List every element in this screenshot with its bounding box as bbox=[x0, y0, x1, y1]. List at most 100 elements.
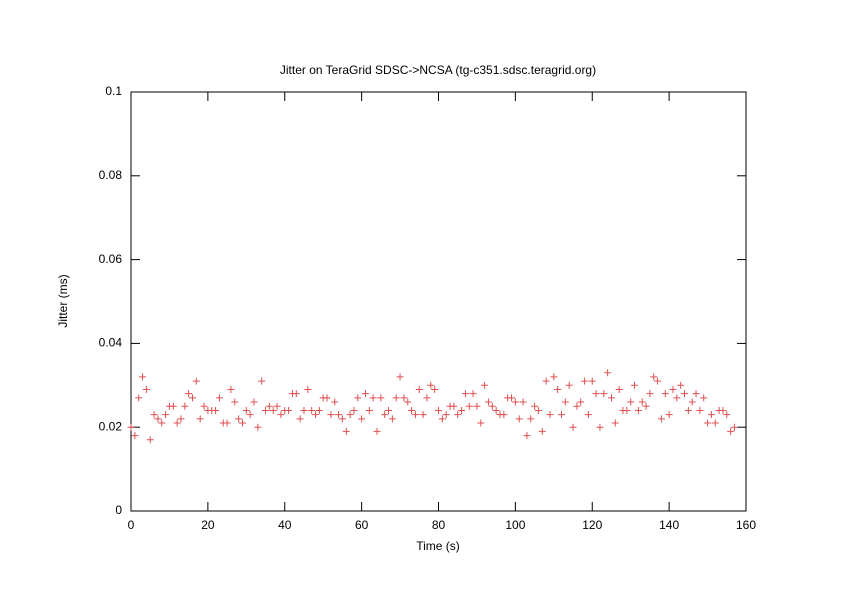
y-tick-label: 0.1 bbox=[105, 84, 122, 98]
point bbox=[265, 402, 273, 410]
point bbox=[661, 390, 669, 398]
point bbox=[688, 398, 696, 406]
point bbox=[162, 411, 170, 419]
point bbox=[392, 394, 400, 402]
point bbox=[331, 398, 339, 406]
point bbox=[515, 415, 523, 423]
point bbox=[169, 402, 177, 410]
point bbox=[677, 381, 685, 389]
point bbox=[361, 390, 369, 398]
point bbox=[158, 419, 166, 427]
point bbox=[577, 398, 585, 406]
point bbox=[638, 398, 646, 406]
point bbox=[477, 419, 485, 427]
point bbox=[335, 411, 343, 419]
point bbox=[488, 402, 496, 410]
x-tick-label: 100 bbox=[505, 518, 525, 532]
point bbox=[404, 398, 412, 406]
point bbox=[450, 402, 458, 410]
point bbox=[192, 377, 200, 385]
point bbox=[388, 415, 396, 423]
point bbox=[411, 411, 419, 419]
point bbox=[581, 377, 589, 385]
point bbox=[615, 385, 623, 393]
point bbox=[519, 398, 527, 406]
point bbox=[177, 415, 185, 423]
point bbox=[607, 394, 615, 402]
point bbox=[627, 398, 635, 406]
point bbox=[431, 385, 439, 393]
point bbox=[262, 406, 270, 414]
point bbox=[173, 419, 181, 427]
point bbox=[727, 427, 735, 435]
point bbox=[254, 423, 262, 431]
chart-title: Jitter on TeraGrid SDSC->NCSA (tg-c351.s… bbox=[280, 63, 596, 77]
x-tick-label: 120 bbox=[582, 518, 602, 532]
point bbox=[492, 406, 500, 414]
point bbox=[473, 402, 481, 410]
x-tick-label: 20 bbox=[201, 518, 215, 532]
point bbox=[665, 411, 673, 419]
point bbox=[308, 406, 316, 414]
point bbox=[246, 411, 254, 419]
point bbox=[484, 398, 492, 406]
point bbox=[650, 373, 658, 381]
point bbox=[684, 406, 692, 414]
point bbox=[400, 394, 408, 402]
point bbox=[154, 415, 162, 423]
point bbox=[181, 402, 189, 410]
point bbox=[461, 390, 469, 398]
point bbox=[681, 390, 688, 398]
point bbox=[611, 419, 619, 427]
point bbox=[189, 394, 196, 402]
point bbox=[711, 419, 719, 427]
point bbox=[558, 411, 565, 419]
point bbox=[346, 411, 354, 419]
point bbox=[396, 373, 404, 381]
point bbox=[273, 402, 281, 410]
point bbox=[584, 411, 592, 419]
point bbox=[730, 423, 738, 431]
point bbox=[369, 394, 377, 402]
point bbox=[231, 398, 239, 406]
point bbox=[139, 373, 147, 381]
point bbox=[469, 390, 477, 398]
point bbox=[258, 377, 266, 385]
point bbox=[223, 419, 231, 427]
point bbox=[419, 411, 427, 419]
point bbox=[704, 419, 712, 427]
point bbox=[631, 381, 639, 389]
point bbox=[531, 402, 539, 410]
y-tick-label: 0.02 bbox=[99, 419, 123, 433]
point bbox=[315, 406, 323, 414]
point bbox=[554, 385, 562, 393]
point bbox=[354, 394, 362, 402]
point bbox=[719, 406, 727, 414]
plot-frame bbox=[130, 91, 747, 512]
y-tick-label: 0.04 bbox=[99, 336, 123, 350]
point bbox=[373, 427, 381, 435]
point bbox=[277, 411, 285, 419]
point bbox=[723, 411, 731, 419]
point bbox=[542, 377, 550, 385]
point bbox=[250, 398, 258, 406]
point bbox=[312, 411, 319, 419]
x-tick-label: 40 bbox=[278, 518, 292, 532]
point bbox=[654, 377, 662, 385]
point bbox=[200, 402, 208, 410]
point bbox=[196, 415, 204, 423]
point bbox=[238, 419, 246, 427]
point bbox=[381, 411, 389, 419]
point bbox=[623, 406, 631, 414]
point bbox=[604, 369, 612, 377]
point bbox=[323, 394, 331, 402]
point bbox=[692, 390, 700, 398]
x-tick-label: 80 bbox=[432, 518, 446, 532]
point bbox=[596, 423, 604, 431]
point bbox=[508, 394, 516, 402]
point bbox=[185, 390, 193, 398]
y-axis-label: Jitter (ms) bbox=[56, 274, 70, 327]
point bbox=[142, 385, 150, 393]
y-tick-label: 0 bbox=[115, 503, 122, 517]
point bbox=[212, 406, 220, 414]
